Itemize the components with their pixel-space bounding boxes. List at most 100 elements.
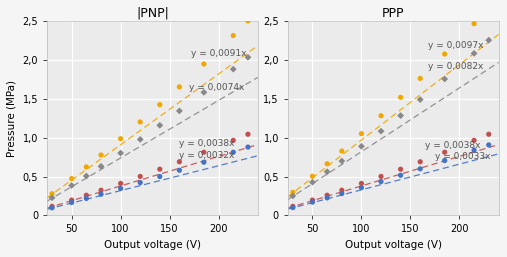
Point [136, 137, 144, 141]
Point [82, 174, 90, 178]
Point [244, 145, 252, 149]
Point [82, 165, 90, 169]
Point [323, 170, 331, 174]
Point [377, 174, 385, 178]
Point [117, 151, 125, 155]
Point [82, 193, 90, 197]
Point [416, 160, 424, 164]
Point [156, 175, 164, 179]
Point [97, 188, 105, 192]
Point [441, 77, 449, 81]
Point [470, 51, 478, 56]
Point [117, 137, 125, 141]
Point [97, 164, 105, 168]
Text: y = 0,0033x: y = 0,0033x [435, 152, 490, 161]
Point [396, 114, 405, 118]
Point [136, 120, 144, 124]
X-axis label: Output voltage (V): Output voltage (V) [345, 240, 442, 250]
Point [338, 149, 346, 153]
Point [485, 38, 493, 42]
Point [470, 148, 478, 152]
Title: |PNP|: |PNP| [136, 7, 169, 20]
Point [136, 180, 144, 185]
Point [289, 204, 297, 208]
Point [357, 144, 366, 148]
Point [377, 114, 385, 118]
Point [416, 76, 424, 80]
Text: y = 0,0038x: y = 0,0038x [425, 141, 481, 150]
Point [441, 150, 449, 154]
Point [48, 206, 56, 210]
Point [229, 67, 237, 71]
Point [67, 183, 76, 188]
Point [82, 196, 90, 200]
Point [200, 90, 208, 94]
Point [97, 153, 105, 157]
Point [67, 200, 76, 205]
Point [416, 98, 424, 102]
Point [323, 193, 331, 197]
Point [308, 198, 316, 202]
Point [308, 174, 316, 178]
Point [323, 162, 331, 166]
Point [485, 132, 493, 136]
Point [67, 198, 76, 202]
Point [229, 138, 237, 142]
Point [357, 132, 366, 136]
Point [117, 186, 125, 190]
Point [323, 196, 331, 200]
Point [244, 55, 252, 59]
Point [416, 167, 424, 171]
Point [470, 22, 478, 26]
Title: PPP: PPP [382, 7, 405, 20]
Point [200, 62, 208, 66]
Point [396, 167, 405, 171]
Point [308, 200, 316, 204]
Text: y = 0,0097x: y = 0,0097x [428, 41, 484, 50]
Point [485, 143, 493, 147]
Point [441, 52, 449, 56]
Text: y = 0,0091x: y = 0,0091x [191, 49, 246, 58]
Point [67, 177, 76, 181]
Point [338, 159, 346, 163]
Point [156, 123, 164, 127]
Text: y = 0,0032x: y = 0,0032x [179, 151, 235, 160]
Point [156, 103, 164, 107]
Point [48, 196, 56, 200]
Point [175, 109, 184, 113]
Point [308, 180, 316, 184]
Point [485, 6, 493, 10]
Point [48, 192, 56, 196]
Point [377, 179, 385, 183]
Point [289, 190, 297, 194]
Point [396, 173, 405, 177]
Point [396, 95, 405, 99]
Point [117, 181, 125, 186]
Y-axis label: Pressure (MPa): Pressure (MPa) [7, 80, 17, 157]
Point [289, 194, 297, 198]
Point [229, 150, 237, 154]
Text: y = 0,0038x: y = 0,0038x [179, 139, 235, 148]
Point [338, 191, 346, 196]
Text: y = 0,0082x: y = 0,0082x [428, 62, 483, 71]
Point [200, 160, 208, 164]
Point [377, 129, 385, 133]
Point [244, 132, 252, 136]
Point [357, 181, 366, 186]
Point [175, 168, 184, 172]
Point [175, 160, 184, 164]
Text: y = 0,0074x: y = 0,0074x [189, 82, 244, 91]
Point [244, 19, 252, 23]
Point [156, 167, 164, 171]
X-axis label: Output voltage (V): Output voltage (V) [104, 240, 201, 250]
Point [229, 33, 237, 38]
Point [136, 174, 144, 178]
Point [338, 188, 346, 192]
Point [289, 206, 297, 210]
Point [97, 192, 105, 196]
Point [200, 150, 208, 154]
Point [357, 186, 366, 190]
Point [175, 85, 184, 89]
Point [48, 204, 56, 208]
Point [470, 138, 478, 142]
